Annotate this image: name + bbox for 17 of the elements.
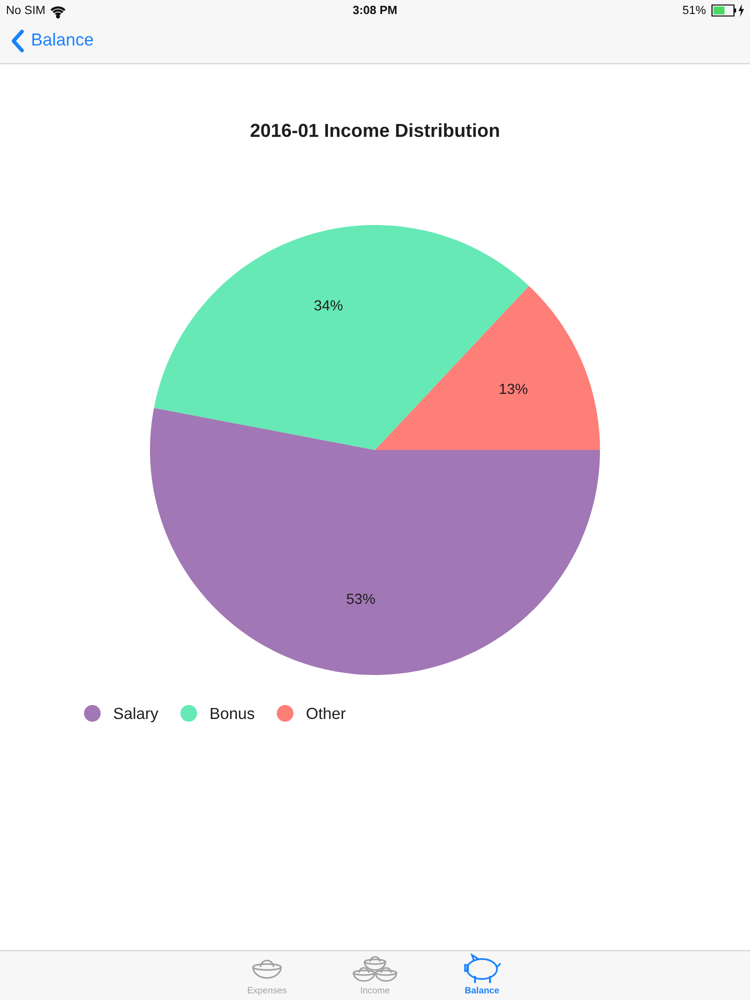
legend-label: Salary — [114, 707, 158, 722]
legend-label: Other — [306, 707, 346, 720]
pie-slice — [154, 225, 530, 450]
text: Balance — [32, 32, 93, 46]
legend-label: Bonus — [210, 708, 254, 720]
text: 3:08 PM — [352, 6, 397, 14]
text: Balance — [465, 986, 500, 994]
chart-title: 2016-01 Income Distribution — [250, 123, 499, 138]
data-label: 53% — [346, 594, 375, 604]
text: Income — [361, 987, 390, 994]
data-label: 13% — [500, 384, 528, 394]
text: No SIM — [6, 6, 44, 14]
pie-slice — [150, 408, 600, 675]
data-label: 34% — [314, 300, 342, 311]
text: Expenses — [248, 987, 286, 996]
text: 51% — [682, 6, 706, 14]
pie-slice — [375, 286, 600, 450]
